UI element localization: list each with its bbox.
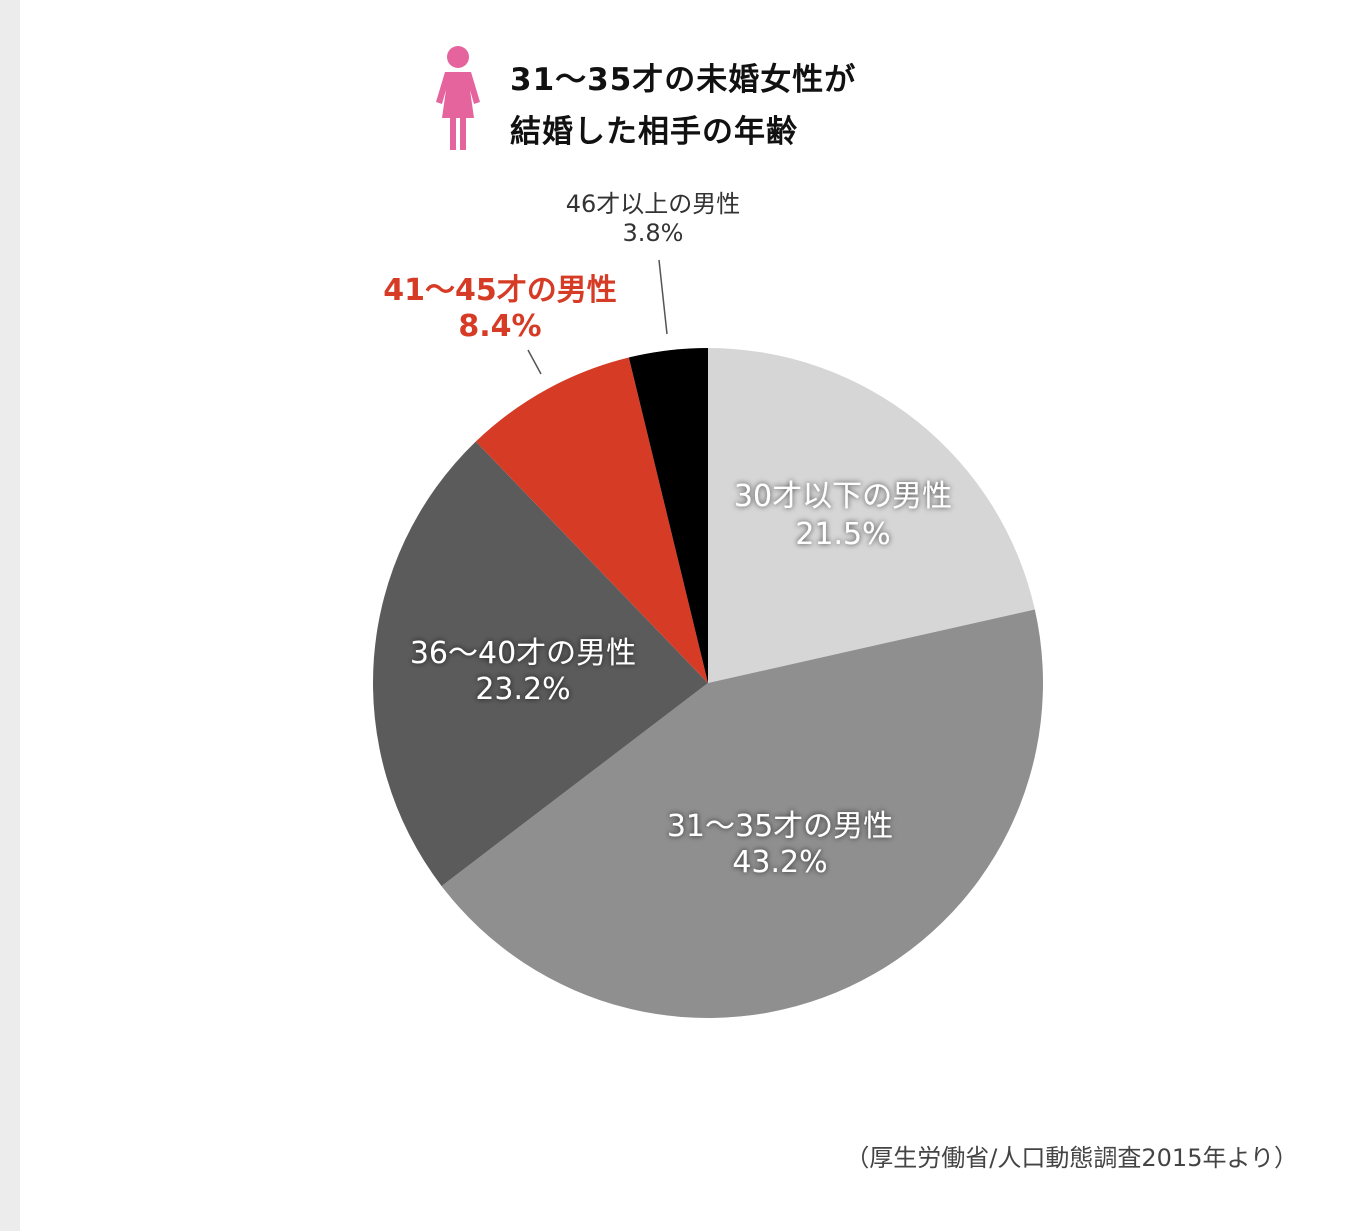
slice-label-3: 36〜40才の男性: [410, 636, 636, 671]
chart-title: 31〜35才の未婚女性が 結婚した相手の年齢: [428, 44, 948, 156]
pie-slice-5: [628, 348, 708, 683]
slice-value-1: 21.5%: [795, 517, 890, 552]
woman-icon: [436, 46, 480, 150]
slice-label-4: 41〜45才の男性: [383, 273, 617, 308]
slice-label-5: 46才以上の男性: [566, 190, 741, 218]
title-line-1: 31〜35才の未婚女性が: [510, 62, 857, 98]
title-line-2: 結婚した相手の年齢: [510, 114, 798, 150]
slice-value-3: 23.2%: [475, 672, 570, 707]
pie-slice-2: [441, 609, 1043, 1019]
pie-slice-4: [475, 357, 708, 683]
source-note: （厚生労働省/人口動態調査2015年より）: [845, 1144, 1298, 1172]
slice-value-4: 8.4%: [458, 309, 541, 344]
leader-line-4: [527, 349, 542, 375]
leader-line-5: [658, 259, 668, 335]
slice-value-2: 43.2%: [732, 845, 827, 880]
slice-value-5: 3.8%: [623, 219, 684, 247]
pie-slice-1: [708, 348, 1035, 683]
left-gutter: [0, 0, 20, 1231]
pie-slice-3: [372, 441, 708, 887]
slice-label-1: 30才以下の男性: [734, 479, 952, 514]
slice-label-2: 31〜35才の男性: [667, 809, 893, 844]
